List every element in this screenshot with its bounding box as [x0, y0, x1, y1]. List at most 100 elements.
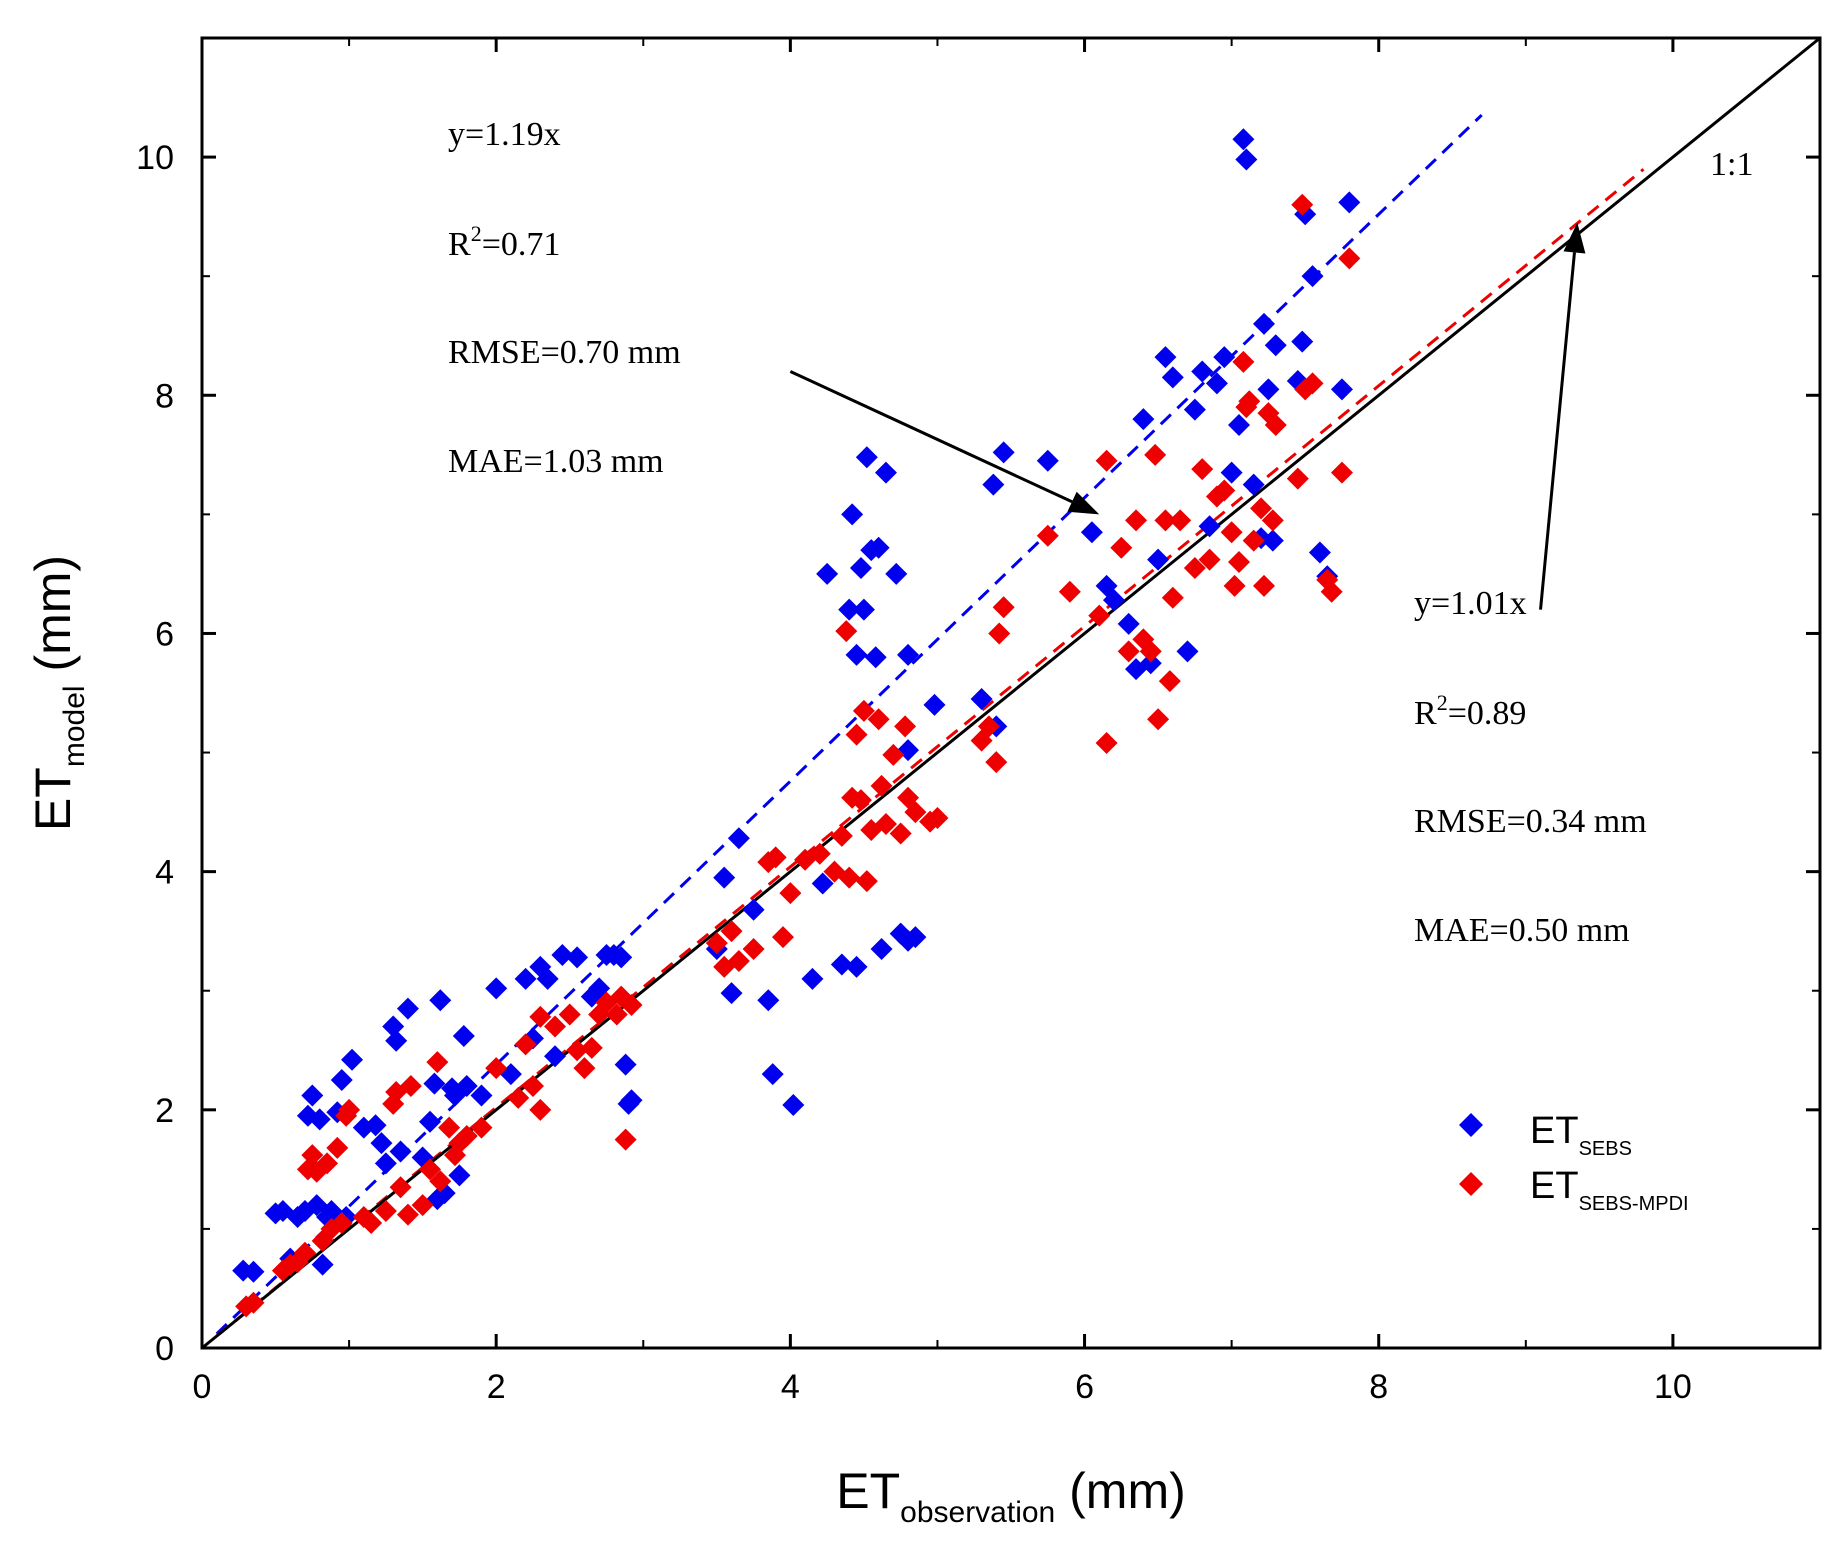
data-point [566, 946, 589, 969]
data-point [1191, 458, 1214, 481]
data-point [1183, 556, 1206, 579]
series-sebs [232, 128, 1361, 1283]
data-point [845, 723, 868, 746]
data-point [1320, 580, 1343, 603]
data-point [1169, 509, 1192, 532]
data-point [852, 598, 875, 621]
legend: ETSEBS ETSEBS-MPDI [1459, 1110, 1689, 1215]
data-point [1261, 529, 1284, 552]
data-point [1213, 479, 1236, 502]
annotation-arrows [789, 222, 1586, 610]
y-tick-label: 6 [155, 615, 174, 653]
data-point [1095, 732, 1118, 755]
data-point [1117, 640, 1140, 663]
data-point [382, 1015, 405, 1038]
data-point [885, 562, 908, 585]
data-point [293, 1241, 316, 1264]
data-point [341, 1048, 364, 1071]
sebs-mpdi-mae: MAE=0.50 mm [1414, 912, 1630, 949]
data-point [429, 1170, 452, 1193]
data-point [426, 1051, 449, 1074]
data-point [852, 699, 875, 722]
data-point [521, 1075, 544, 1097]
y-tick-label: 0 [155, 1330, 174, 1368]
data-point [536, 967, 559, 990]
data-point [242, 1260, 265, 1283]
data-point [1220, 521, 1243, 544]
data-point [242, 1291, 265, 1314]
data-point [301, 1144, 324, 1167]
sebs-stats: y=1.19x R2=0.71 RMSE=0.70 mm MAE=1.03 mm [448, 116, 681, 480]
y-tick-label: 10 [136, 139, 174, 177]
arrow-head [1067, 491, 1100, 515]
data-point [1232, 128, 1255, 151]
y-axis-title: ETmodel (mm) [25, 555, 91, 831]
data-point [470, 1116, 493, 1139]
x-tick-label: 6 [1075, 1368, 1094, 1406]
data-point [867, 536, 890, 559]
data-point [1261, 509, 1284, 532]
sebs-rmse: RMSE=0.70 mm [448, 334, 681, 371]
data-point [867, 708, 890, 731]
data-point [874, 461, 897, 484]
data-point [720, 982, 743, 1005]
data-point [620, 1089, 643, 1112]
data-point [438, 1116, 461, 1139]
x-axis-title: ETobservation (mm) [836, 1463, 1186, 1529]
data-point [614, 1128, 637, 1151]
data-point [894, 715, 917, 738]
data-point [1286, 467, 1309, 490]
data-point [374, 1152, 397, 1175]
data-point [1198, 548, 1221, 571]
data-point [1227, 551, 1250, 573]
data-point [835, 620, 858, 643]
data-point [727, 827, 750, 850]
data-point [1139, 640, 1162, 663]
data-point [610, 946, 633, 969]
data-point [779, 882, 802, 905]
arrow-sebs [789, 370, 1100, 515]
data-point [1252, 574, 1275, 597]
data-point [620, 994, 643, 1017]
data-point [418, 1110, 441, 1133]
data-point [838, 866, 861, 889]
data-point [808, 842, 831, 865]
data-point [452, 1024, 475, 1047]
data-point [811, 872, 834, 895]
data-point [864, 646, 887, 669]
data-point [713, 866, 736, 889]
data-point [1117, 612, 1140, 635]
data-point [1205, 372, 1228, 395]
data-point [845, 643, 868, 666]
data-point [1144, 443, 1167, 466]
data-point [1338, 247, 1361, 270]
data-point [855, 446, 878, 469]
data-point [841, 503, 864, 526]
data-point [374, 1200, 397, 1223]
data-point [870, 774, 893, 797]
data-point [544, 1045, 567, 1068]
sebs-mpdi-rmse: RMSE=0.34 mm [1414, 803, 1647, 840]
data-point [580, 1036, 603, 1059]
data-point [992, 596, 1015, 619]
data-point [1161, 586, 1184, 609]
data-point [1220, 461, 1243, 484]
data-point [830, 953, 853, 976]
data-point [982, 473, 1005, 496]
data-point [764, 846, 787, 869]
data-point [558, 1003, 581, 1026]
data-point [904, 801, 927, 824]
data-point [364, 1114, 387, 1137]
data-point [1330, 461, 1353, 484]
data-point [1161, 366, 1184, 389]
data-point [870, 938, 893, 961]
data-point [529, 1098, 552, 1121]
data-point [1110, 536, 1133, 559]
data-point [1235, 148, 1258, 171]
series-sebs-mpdi [235, 193, 1361, 1318]
data-point [720, 920, 743, 943]
data-point [470, 1084, 493, 1107]
one-to-one-line [201, 36, 1821, 1350]
data-point [1176, 640, 1199, 663]
